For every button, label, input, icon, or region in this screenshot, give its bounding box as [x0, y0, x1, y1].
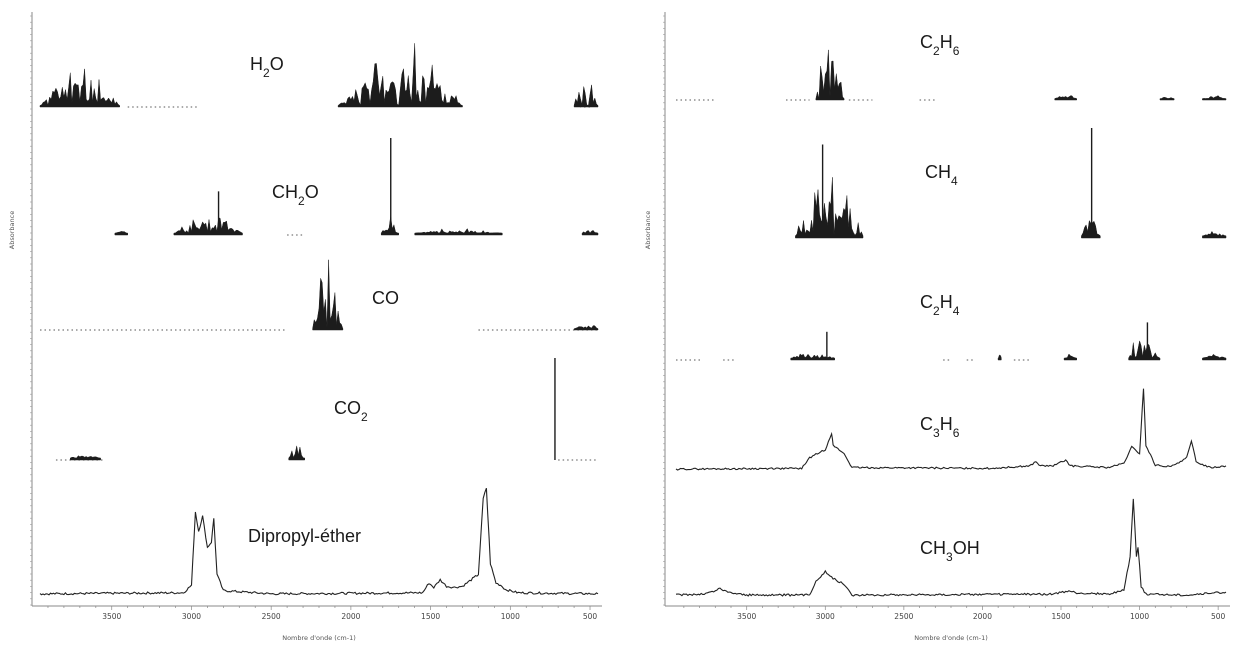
minor-band: [1054, 95, 1077, 101]
absorption-band: [39, 68, 120, 108]
species-label: Dipropyl-éther: [248, 526, 361, 546]
x-tick-label: 1000: [501, 612, 520, 621]
minor-band: [1063, 353, 1077, 361]
species-label: H2O: [250, 54, 284, 80]
species-label: C2H6: [920, 32, 960, 58]
spectrum-line: [675, 498, 1227, 597]
minor-band: [581, 230, 599, 236]
x-tick-label: 1000: [1130, 612, 1149, 621]
species-label: CH3OH: [920, 538, 980, 564]
absorption-band: [795, 177, 864, 239]
series-dipropyl-ther: Dipropyl-éther: [39, 488, 599, 596]
x-tick-label: 3000: [816, 612, 835, 621]
minor-band: [997, 354, 1002, 361]
absorption-band: [1081, 219, 1101, 239]
species-label: C2H4: [920, 292, 960, 318]
minor-band: [1202, 230, 1227, 239]
y-axis-title: Absorbance: [8, 211, 16, 249]
x-tick-label: 1500: [421, 612, 440, 621]
series-ch3oh: CH3OH: [675, 498, 1227, 597]
series-ch2o: CH2O: [114, 138, 599, 236]
absorption-band: [337, 43, 463, 108]
x-axis-title: Nombre d'onde (cm-1): [282, 634, 356, 642]
series-c3h6: C3H6: [675, 388, 1227, 471]
x-tick-label: 500: [1211, 612, 1226, 621]
series-co2: CO2: [55, 358, 598, 461]
minor-band: [1202, 353, 1227, 361]
x-tick-label: 2000: [341, 612, 360, 621]
minor-band: [1202, 95, 1227, 101]
panel-right: 3500 3000 2500 2000 1500 1000 500 Nombre d'onde…: [644, 12, 1230, 642]
series-c2h6: C2H6: [676, 32, 1227, 101]
minor-band: [114, 231, 128, 236]
series-co: CO: [40, 259, 599, 331]
absorption-band: [573, 84, 599, 108]
absorption-band: [790, 353, 835, 361]
species-label: CH4: [925, 162, 958, 188]
spectrum-line: [675, 388, 1227, 471]
minor-band: [1159, 97, 1175, 101]
series-h2o: H2O: [39, 43, 599, 108]
x-tick-label: 500: [583, 612, 598, 621]
panel-left: 3500 3000 2500 2000 1500 1000 500 Nombre d'onde…: [8, 12, 602, 642]
spectrum-line: [39, 488, 599, 596]
series-c2h4: C2H4: [676, 292, 1227, 361]
absorption-band: [1128, 340, 1161, 361]
species-label: C3H6: [920, 414, 960, 440]
absorption-band: [173, 217, 243, 236]
species-label: CH2O: [272, 182, 319, 208]
series-ch4: CH4: [795, 128, 1227, 239]
minor-band: [414, 228, 503, 236]
absorption-band: [380, 215, 399, 236]
x-axis-title: Nombre d'onde (cm-1): [914, 634, 988, 642]
y-axis-title: Absorbance: [644, 211, 652, 249]
species-label: CO: [372, 288, 399, 308]
x-tick-label: 2000: [973, 612, 992, 621]
x-tick-label: 3500: [102, 612, 121, 621]
species-label: CO2: [334, 398, 368, 424]
x-tick-label: 3500: [737, 612, 756, 621]
x-tick-label: 2500: [262, 612, 281, 621]
absorption-band: [312, 259, 344, 331]
x-tick-label: 2500: [894, 612, 913, 621]
absorption-band: [815, 49, 845, 101]
x-tick-label: 1500: [1051, 612, 1070, 621]
minor-band: [573, 325, 599, 331]
absorption-band: [288, 445, 305, 461]
x-tick-label: 3000: [182, 612, 201, 621]
absorption-band: [70, 455, 101, 461]
